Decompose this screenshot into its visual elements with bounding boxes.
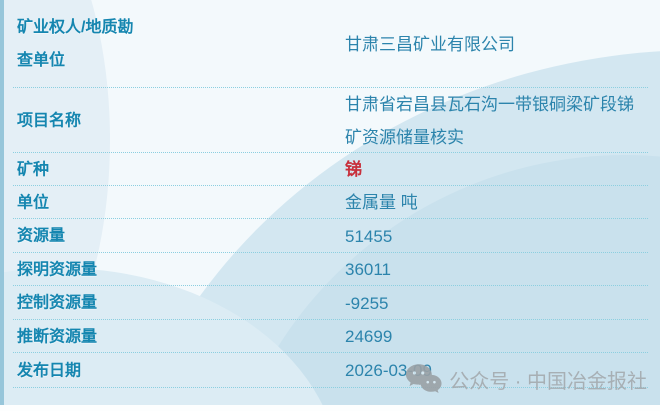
watermark: 公众号 · 中国冶金报社 [405,363,647,395]
table-row: 推断资源量 24699 [0,320,660,353]
table-row: 控制资源量 -9255 [0,286,660,320]
watermark-text: 公众号 · 中国冶金报社 [449,370,647,393]
table-row: 矿业权人/地质勘查单位 甘肃三昌矿业有限公司 [0,0,660,88]
row-label: 资源量 [17,227,66,245]
row-value: 36011 [345,260,392,279]
row-label: 项目名称 [17,112,82,129]
row-value: -9255 [345,293,389,313]
row-label: 矿业权人/地质勘查单位 [17,19,134,69]
row-value: 甘肃省宕昌县瓦石沟一带银硐梁矿段锑矿资源储量核实 [345,94,634,147]
table: 矿业权人/地质勘查单位 甘肃三昌矿业有限公司 项目名称 甘肃省宕昌县瓦石沟一带银… [0,0,660,388]
row-value: 51455 [345,226,393,246]
left-accent-strip [0,0,4,405]
row-label: 矿种 [17,161,50,178]
row-value-mineral: 锑 [345,160,362,179]
table-row: 资源量 51455 [0,219,660,253]
table-row: 矿种 锑 [0,153,660,186]
row-label: 发布日期 [17,362,82,379]
row-value: 金属量 吨 [345,193,418,212]
row-value: 24699 [345,327,393,346]
row-label: 控制资源量 [17,294,98,312]
table-row: 项目名称 甘肃省宕昌县瓦石沟一带银硐梁矿段锑矿资源储量核实 [0,88,660,153]
row-label: 探明资源量 [17,261,98,278]
table-row: 单位 金属量 吨 [0,186,660,219]
row-value: 甘肃三昌矿业有限公司 [345,34,515,54]
wechat-chat-bubbles-icon [406,364,442,393]
row-label: 单位 [17,194,50,211]
table-row: 探明资源量 36011 [0,253,660,286]
bottom-white-strip [0,405,660,411]
row-label: 推断资源量 [17,328,98,345]
